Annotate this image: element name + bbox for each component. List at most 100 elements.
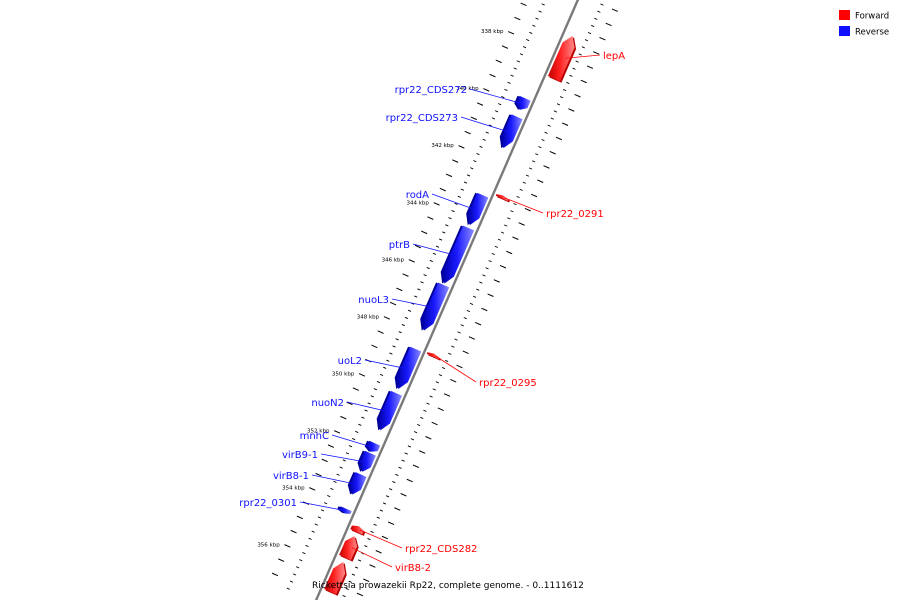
- gene-nuol3[interactable]: [420, 282, 450, 331]
- tick-mark: [550, 117, 554, 120]
- gene-arrow[interactable]: [501, 114, 523, 149]
- tick-mark: [395, 473, 399, 476]
- tick-mark: [451, 209, 455, 213]
- gene-arrow[interactable]: [350, 525, 364, 535]
- tick-mark: [572, 67, 576, 70]
- tick-mark: [342, 459, 346, 462]
- tick-mark: [426, 402, 430, 405]
- gene-virb9-1[interactable]: [357, 450, 376, 472]
- tick-mark: [356, 592, 364, 597]
- gene-rpr22-cds282[interactable]: [350, 525, 366, 536]
- gene-rpr22-0291[interactable]: [495, 194, 510, 203]
- tick-mark: [292, 573, 297, 576]
- tick-mark: [342, 595, 346, 598]
- gene-virb8-1[interactable]: [347, 472, 367, 495]
- gene-virb8-2[interactable]: [339, 536, 359, 562]
- gene-label[interactable]: rpr22_CDS273: [386, 113, 458, 124]
- tick-mark: [448, 352, 452, 355]
- gene-label-group: rpr22_0301: [239, 498, 345, 511]
- gene-rpr22-cds272[interactable]: [514, 95, 531, 110]
- tick-mark: [504, 88, 508, 91]
- tick-mark: [392, 345, 396, 348]
- gene-label[interactable]: rpr22_CDS282: [405, 544, 477, 555]
- gene-label[interactable]: rpr22_CDS272: [395, 85, 467, 96]
- gene-label[interactable]: rpr22_0291: [546, 209, 604, 220]
- gene-arrow[interactable]: [495, 194, 509, 201]
- tick-mark: [519, 188, 523, 191]
- gene-roda[interactable]: [466, 192, 489, 226]
- tick-mark: [556, 103, 561, 106]
- gene-arrow[interactable]: [324, 561, 346, 595]
- gene-arrow[interactable]: [442, 225, 475, 284]
- gene-rpr22-cds283[interactable]: [324, 561, 347, 596]
- gene-mnhc[interactable]: [364, 440, 381, 452]
- tick-mark: [320, 509, 325, 512]
- tick-mark: [600, 3, 604, 6]
- gene-arrow[interactable]: [339, 536, 358, 561]
- gene-nuon2[interactable]: [376, 390, 402, 431]
- tick-mark: [340, 415, 347, 420]
- gene-arrow[interactable]: [468, 192, 489, 226]
- gene-arrow[interactable]: [359, 450, 376, 472]
- tick-mark: [476, 102, 484, 106]
- tick-mark: [348, 445, 353, 448]
- gene-uol2[interactable]: [394, 346, 422, 390]
- gene-label[interactable]: rpr22_0295: [479, 378, 537, 389]
- tick-mark: [406, 478, 413, 483]
- tick-mark: [483, 88, 490, 92]
- gene-label[interactable]: virB9-1: [282, 450, 318, 461]
- gene-arrow[interactable]: [349, 472, 367, 495]
- tick-mark: [476, 152, 480, 156]
- gene-label[interactable]: ptrB: [389, 240, 410, 251]
- gene-arrow[interactable]: [516, 95, 531, 110]
- gene-arrow[interactable]: [366, 440, 381, 452]
- gene-label[interactable]: rodA: [406, 190, 429, 201]
- gene-arrow[interactable]: [396, 346, 422, 390]
- tick-mark: [468, 336, 476, 340]
- gene-arrow[interactable]: [426, 352, 440, 360]
- tick-mark: [469, 302, 474, 305]
- tick-mark: [389, 488, 393, 491]
- tick-mark: [410, 438, 415, 441]
- tick-mark: [375, 550, 382, 554]
- tick-mark: [431, 421, 438, 426]
- gene-label[interactable]: nuoL3: [358, 295, 389, 306]
- tick-mark: [538, 10, 542, 13]
- tick-mark: [482, 274, 486, 277]
- tick-mark: [333, 480, 337, 483]
- gene-label[interactable]: mnhC: [300, 431, 329, 442]
- tick-mark: [296, 515, 303, 520]
- gene-ptrb[interactable]: [440, 225, 475, 284]
- gene-rpr22-0295[interactable]: [426, 352, 441, 361]
- gene-label[interactable]: virB8-1: [273, 471, 309, 482]
- tick-mark: [457, 195, 461, 198]
- tick-mark: [599, 36, 606, 41]
- gene-label[interactable]: nuoN2: [311, 398, 344, 409]
- gene-label[interactable]: rpr22_0301: [239, 498, 297, 509]
- gene-label[interactable]: uoL2: [338, 356, 362, 367]
- gene-label[interactable]: virB8-2: [395, 563, 431, 574]
- gene-arrow[interactable]: [547, 35, 575, 82]
- gene-arrow[interactable]: [378, 390, 402, 431]
- tick-mark: [339, 466, 343, 469]
- gene-arrow[interactable]: [339, 506, 352, 514]
- tick-mark: [413, 431, 418, 434]
- gene-rpr22-cds273[interactable]: [499, 114, 523, 149]
- tick-mark: [494, 110, 499, 113]
- gene-arrow[interactable]: [422, 282, 450, 331]
- tick-mark: [427, 216, 434, 220]
- tick-mark: [498, 103, 502, 106]
- tick-mark: [398, 466, 402, 469]
- tick-mark: [442, 231, 446, 234]
- tick-mark: [336, 473, 340, 476]
- tick-mark: [529, 31, 533, 34]
- gene-label-group: virB8-1: [273, 471, 356, 485]
- legend: Forward Reverse: [839, 10, 889, 38]
- tick-mark: [371, 344, 378, 349]
- tick-mark: [578, 53, 582, 56]
- gene-label[interactable]: lepA: [603, 51, 625, 62]
- gene-lepa[interactable]: [547, 35, 577, 83]
- gene-label-group: rpr22_CDS282: [359, 529, 477, 555]
- gene-label-group: virB9-1: [282, 450, 366, 463]
- gene-rpr22-0301[interactable]: [337, 506, 352, 514]
